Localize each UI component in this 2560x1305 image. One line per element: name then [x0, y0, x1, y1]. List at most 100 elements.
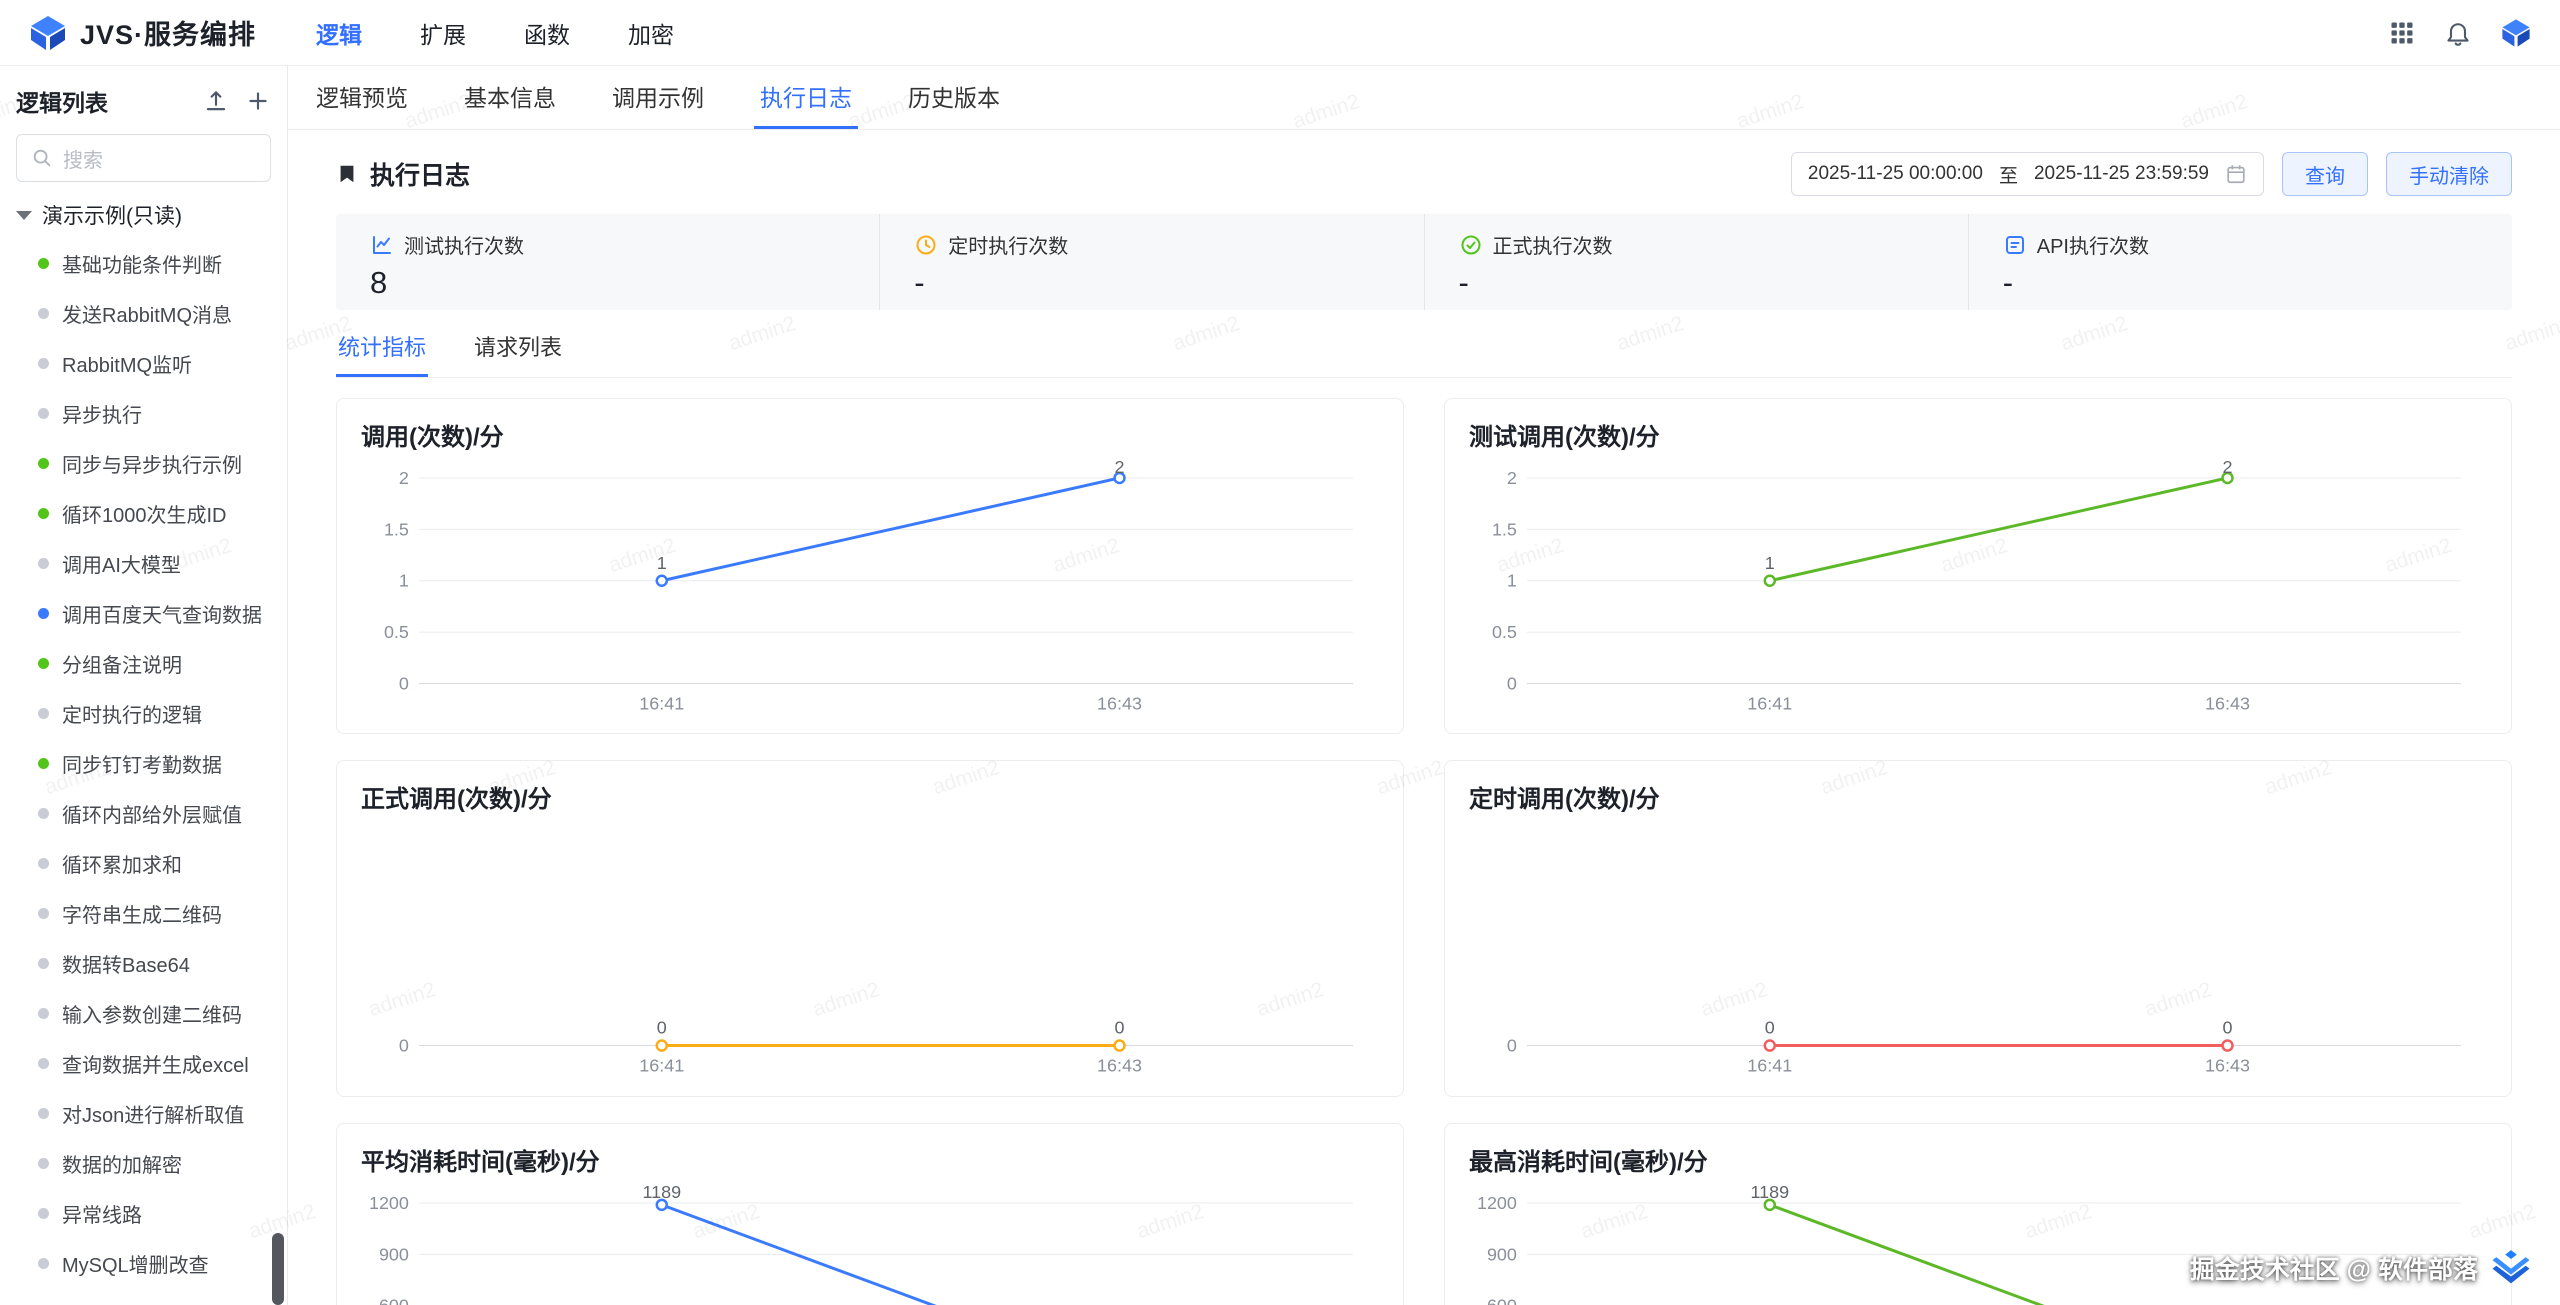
stat-label-text: 定时执行次数 — [948, 236, 1069, 258]
nav-item[interactable]: 函数 — [524, 21, 571, 48]
app-title: JVS·服务编排 — [80, 20, 257, 50]
svg-text:1189: 1189 — [642, 1183, 681, 1202]
status-dot — [38, 407, 49, 419]
tree-item[interactable]: 异常线路 — [0, 1188, 287, 1238]
subtab[interactable]: 统计指标 — [336, 324, 429, 377]
search-input[interactable]: 搜索 — [16, 134, 271, 182]
chart-title: 定时调用(次数)/分 — [1469, 786, 1660, 814]
tree-item[interactable]: 同步钉钉考勤数据 — [0, 738, 287, 788]
tree-item[interactable]: RabbitMQ监听 — [0, 338, 287, 388]
tree-item[interactable]: 数据的加解密 — [0, 1138, 287, 1188]
chart-canvas: 0 0.5 1 1.5 2 1 16:41 2 16:43 — [384, 458, 1354, 713]
stat-value: - — [1458, 265, 1469, 300]
chart-card: 测试调用(次数)/分 0 0.5 1 1.5 2 1 16:41 2 16:43 — [1444, 398, 2512, 735]
nav-item[interactable]: 扩展 — [420, 21, 467, 48]
top-navbar: JVS·服务编排 逻辑 扩展 函数 加密 — [0, 0, 2560, 66]
status-dot — [38, 607, 49, 619]
date-start[interactable]: 2025-11-25 00:00:00 — [1807, 163, 1983, 184]
tree-item-label: MySQL增删改查 — [62, 1254, 209, 1277]
bell-icon[interactable] — [2444, 19, 2472, 47]
tree-item[interactable]: 输入参数创建二维码 — [0, 988, 287, 1038]
tab[interactable]: 调用示例 — [612, 85, 704, 111]
upload-icon[interactable] — [203, 88, 229, 114]
stat-label-text: API执行次数 — [2036, 236, 2149, 258]
subtab[interactable]: 请求列表 — [474, 335, 563, 360]
apps-grid-icon[interactable] — [2388, 19, 2416, 47]
tree-item[interactable]: 循环1000次生成ID — [0, 488, 287, 538]
caret-down-icon — [16, 210, 32, 220]
stat-cell: API执行次数 - — [1967, 214, 2512, 310]
manual-clear-button[interactable]: 手动清除 — [2386, 152, 2512, 196]
tree-item-label: 异步执行 — [62, 404, 142, 427]
tree-item[interactable]: 循环内部给外层赋值 — [0, 788, 287, 838]
sidebar-scrollbar-thumb[interactable] — [272, 1233, 284, 1305]
tree-item[interactable]: 字符串生成二维码 — [0, 888, 287, 938]
section-title: 执行日志 — [336, 156, 470, 192]
svg-text:0.5: 0.5 — [1492, 622, 1517, 642]
tree-item[interactable]: 数据转Base64 — [0, 938, 287, 988]
svg-text:0: 0 — [399, 1036, 409, 1056]
tab[interactable]: 逻辑预览 — [316, 85, 408, 111]
status-dot — [38, 1107, 49, 1119]
subtabs: 统计指标 请求列表 — [336, 324, 2512, 378]
workspace-logo-icon[interactable] — [2500, 17, 2532, 49]
tab[interactable]: 基本信息 — [464, 85, 556, 111]
tree-item-label: 数据的加解密 — [62, 1154, 182, 1177]
tab[interactable]: 历史版本 — [908, 85, 1000, 111]
community-logo-icon — [2492, 1250, 2530, 1284]
tree-item[interactable]: 查询数据并生成excel — [0, 1038, 287, 1088]
tab[interactable]: 执行日志 — [754, 66, 858, 129]
tree-item[interactable]: 循环累加求和 — [0, 838, 287, 888]
tree-item-label: 循环1000次生成ID — [62, 504, 227, 527]
svg-text:1: 1 — [1507, 571, 1517, 591]
chart-card: 调用(次数)/分 0 0.5 1 1.5 2 1 16:41 2 16:43 — [336, 398, 1404, 735]
nav-item[interactable]: 逻辑 — [316, 21, 363, 48]
tree-item[interactable]: 对Json进行解析取值 — [0, 1088, 287, 1138]
date-end[interactable]: 2025-11-25 23:59:59 — [2033, 163, 2209, 184]
svg-text:16:43: 16:43 — [2205, 693, 2250, 713]
tree-item[interactable]: 发送RabbitMQ消息 — [0, 288, 287, 338]
date-range-picker[interactable]: 2025-11-25 00:00:00 至 2025-11-25 23:59:5… — [1790, 152, 2264, 196]
svg-text:600: 600 — [379, 1296, 409, 1305]
tree-item[interactable]: 同步与异步执行示例 — [0, 438, 287, 488]
tree-group-demo[interactable]: 演示示例(只读) — [0, 192, 287, 238]
detail-tabs: 逻辑预览 基本信息 调用示例 执行日志 历史版本 — [288, 66, 2560, 130]
nav-item[interactable]: 加密 — [628, 21, 675, 48]
svg-text:1.5: 1.5 — [1492, 519, 1517, 539]
tree-item[interactable]: 调用百度天气查询数据 — [0, 588, 287, 638]
stat-value: 8 — [370, 265, 388, 300]
svg-text:0: 0 — [657, 1018, 667, 1038]
chart-canvas: 0 0.5 1 1.5 2 1 16:41 2 16:43 — [1492, 458, 2462, 713]
tree-item[interactable]: 基础功能条件判断 — [0, 238, 287, 288]
main-nav: 逻辑 扩展 函数 加密 — [304, 8, 720, 58]
svg-text:1200: 1200 — [369, 1193, 409, 1213]
svg-text:0: 0 — [2223, 1018, 2233, 1038]
stat-cell: 正式执行次数 - — [1423, 214, 1968, 310]
tree-item-label: 定时执行的逻辑 — [62, 704, 202, 727]
svg-text:16:41: 16:41 — [639, 1056, 684, 1076]
status-dot — [38, 1207, 49, 1219]
credit-badge: 掘金技术社区 @ 软件部落 — [2190, 1245, 2534, 1291]
status-dot — [38, 257, 49, 269]
stat-label-text: 正式执行次数 — [1492, 236, 1613, 258]
tree-item[interactable]: 调用AI大模型 — [0, 538, 287, 588]
app-logo-icon — [28, 13, 68, 53]
add-icon[interactable] — [245, 88, 271, 114]
tree-item[interactable]: 定时执行的逻辑 — [0, 688, 287, 738]
chart-card: 最高消耗时间(毫秒)/分 03006009001200118916:412001… — [1444, 1122, 2512, 1305]
tree-item-label: 同步与异步执行示例 — [62, 454, 242, 477]
svg-text:0: 0 — [1115, 1018, 1125, 1038]
svg-text:1: 1 — [657, 553, 667, 573]
tree-item[interactable]: 分组备注说明 — [0, 638, 287, 688]
stat-label: 正式执行次数 — [1459, 230, 1968, 259]
tree-item[interactable]: MySQL增删改查 — [0, 1238, 287, 1288]
query-button[interactable]: 查询 — [2282, 152, 2368, 196]
sidebar: 逻辑列表 搜索 演示示例(只读) 基础功能条件判断 发送RabbitMQ消息 Rab… — [0, 66, 288, 1305]
tree-item-label: RabbitMQ监听 — [62, 354, 193, 377]
svg-text:0.5: 0.5 — [384, 622, 409, 642]
status-dot — [38, 557, 49, 569]
svg-text:900: 900 — [379, 1244, 409, 1264]
tree-item-label: 异常线路 — [62, 1204, 142, 1227]
tree-item[interactable]: 异步执行 — [0, 388, 287, 438]
status-dot — [38, 1157, 49, 1169]
